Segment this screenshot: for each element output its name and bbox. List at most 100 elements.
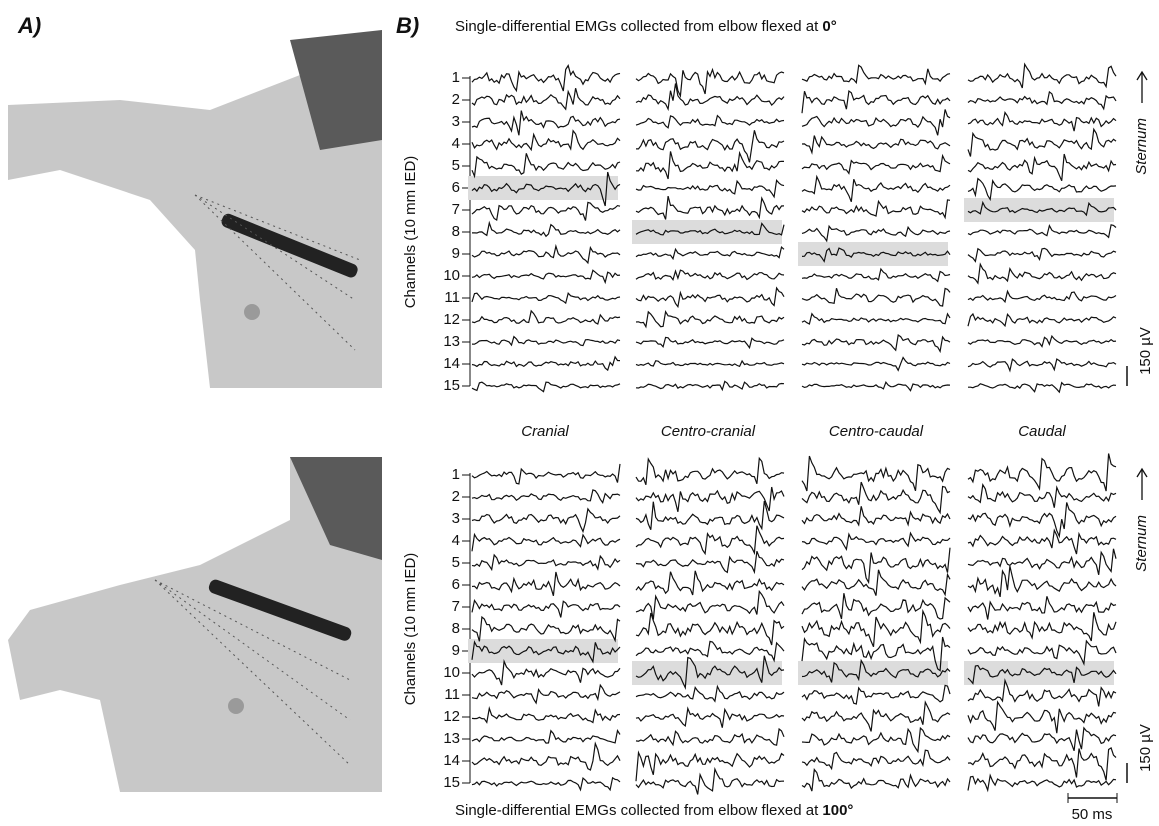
emg-trace — [471, 355, 621, 372]
amplitude-label: 150 µV — [1137, 724, 1154, 772]
highlight — [632, 220, 782, 244]
panel-label: A) — [17, 13, 41, 38]
emg-trace — [471, 335, 621, 347]
emg-trace — [471, 532, 621, 552]
channel-label: 11 — [444, 686, 460, 703]
emg-trace — [635, 550, 785, 575]
emg-trace — [801, 531, 951, 552]
emg-trace — [801, 658, 951, 683]
photo — [8, 457, 382, 792]
emg-trace — [635, 525, 785, 556]
emg-trace — [635, 655, 785, 690]
emg-trace — [471, 706, 621, 724]
emg-trace — [967, 90, 1117, 111]
channel-label: 11 — [444, 289, 460, 306]
emg-trace — [635, 245, 785, 261]
emg-trace — [635, 589, 785, 620]
emg-trace — [967, 177, 1117, 202]
channel-label: 3 — [452, 510, 460, 527]
channel-label: 12 — [443, 311, 460, 328]
emg-trace — [635, 269, 785, 282]
channel-label: 9 — [452, 642, 460, 659]
title-bold: 0° — [822, 18, 836, 35]
time-label: 50 ms — [1072, 806, 1113, 823]
emg-trace — [635, 83, 785, 112]
emg-trace — [635, 114, 785, 129]
emg-trace — [471, 776, 621, 792]
channel-label: 1 — [452, 69, 460, 86]
direction-label: Sternum — [1133, 515, 1150, 572]
emg-trace — [471, 269, 621, 285]
emg-trace — [967, 773, 1117, 793]
emg-trace — [801, 267, 951, 283]
emg-trace — [801, 247, 951, 263]
y-axis-label: Channels (10 mm IED) — [402, 553, 419, 706]
emg-trace — [801, 700, 951, 732]
emg-trace — [967, 247, 1117, 263]
emg-trace — [471, 309, 621, 325]
emg-trace — [471, 381, 621, 393]
emg-trace — [635, 179, 785, 199]
emg-trace — [635, 380, 785, 392]
channel-label: 15 — [443, 377, 460, 394]
emg-trace — [967, 153, 1117, 182]
emg-trace — [801, 593, 951, 620]
channel-label: 6 — [452, 576, 460, 593]
emg-trace — [471, 153, 621, 179]
panel-title: Single-differential EMGs collected from … — [455, 18, 837, 35]
emg-trace — [967, 528, 1117, 555]
emg-trace — [967, 312, 1117, 328]
amplitude-label: 150 µV — [1137, 327, 1154, 375]
emg-trace — [801, 287, 951, 307]
emg-trace — [635, 67, 785, 99]
column-label: Cranial — [521, 423, 569, 440]
channel-label: 8 — [452, 223, 460, 240]
emg-trace — [967, 334, 1117, 348]
emg-trace — [801, 547, 951, 585]
arrow-head — [1136, 467, 1148, 478]
emg-trace — [635, 486, 785, 512]
emg-trace — [635, 766, 785, 795]
emg-trace — [967, 726, 1117, 752]
emg-trace — [635, 684, 785, 703]
emg-trace — [967, 678, 1117, 707]
emg-trace — [636, 130, 785, 163]
title-text: Single-differential EMGs collected from … — [455, 18, 822, 35]
y-axis-label: Channels (10 mm IED) — [402, 156, 419, 309]
emg-trace — [471, 129, 621, 152]
emg-trace — [801, 199, 951, 220]
emg-trace — [967, 453, 1117, 492]
channel-label: 12 — [443, 708, 460, 725]
emg-trace — [967, 639, 1117, 667]
emg-trace — [967, 483, 1117, 508]
emg-trace — [471, 659, 621, 686]
emg-trace — [801, 726, 951, 754]
emg-trace — [471, 292, 621, 305]
channel-label: 13 — [443, 730, 460, 747]
emg-trace — [801, 608, 951, 648]
emg-trace — [801, 506, 951, 527]
emg-trace — [635, 750, 785, 782]
emg-trace — [801, 109, 951, 136]
emg-trace — [967, 127, 1117, 157]
emg-trace — [801, 455, 951, 492]
emg-trace — [471, 463, 621, 485]
emg-trace — [801, 153, 951, 175]
emg-trace — [801, 636, 951, 672]
arrow-head — [1136, 70, 1148, 81]
emg-trace — [635, 727, 785, 747]
emg-trace — [801, 380, 951, 392]
emg-trace — [471, 599, 621, 618]
emg-trace — [967, 62, 1117, 89]
emg-trace — [801, 333, 951, 354]
column-label: Centro-cranial — [661, 423, 756, 440]
emg-trace — [967, 223, 1117, 239]
emg-trace — [471, 683, 621, 705]
emg-trace — [471, 729, 621, 744]
emg-trace — [471, 110, 621, 136]
emg-trace — [471, 489, 621, 504]
emg-trace — [967, 262, 1117, 285]
emg-trace — [635, 359, 785, 368]
emg-trace — [801, 224, 951, 243]
